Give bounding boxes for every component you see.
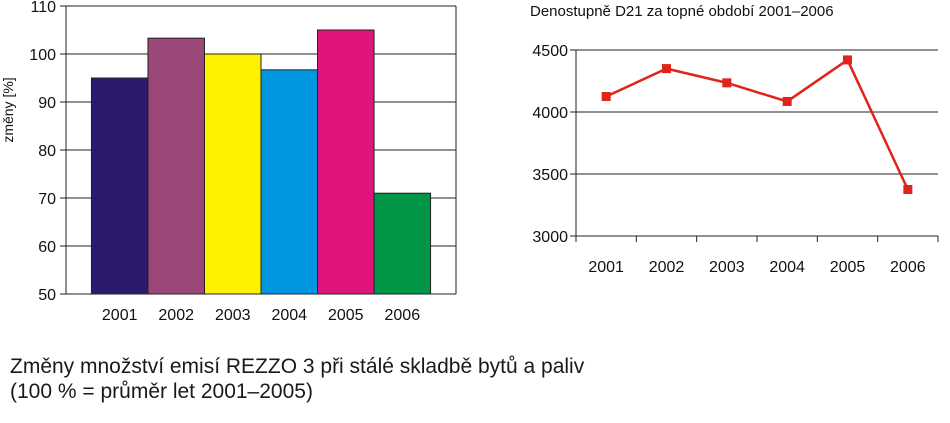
bar [317,29,375,295]
bar-chart-y-tick-label: 110 [30,0,56,16]
line-chart-axes [570,49,939,242]
line-chart-y-tick-label: 3500 [532,167,568,184]
line-chart-x-tick-label: 2006 [890,259,926,276]
data-point-marker [782,96,792,106]
bar-chart-y-tick-label: 80 [38,143,56,160]
data-point-marker [843,55,852,65]
line-chart-x-tick-label: 2001 [588,259,624,276]
line-chart-x-ticks: 2001 2002 2003 2004 2005 2006 [588,259,925,276]
line-chart-y-tick-label: 4000 [532,105,568,122]
bar-chart-x-tick-label: 2005 [328,307,364,324]
line-chart-y-ticks: 3000 3500 4000 4500 [532,43,568,246]
data-point-marker [722,78,732,88]
series-line [605,58,909,191]
data-point-marker [662,64,671,74]
line-chart-x-tick-label: 2005 [830,259,866,276]
bar [147,37,205,295]
bar-chart-y-tick-label: 100 [29,47,56,64]
bar [90,77,149,295]
bar-chart-x-ticks: 2001 2002 2003 2004 2005 2006 [102,307,420,324]
line-chart-series [601,55,913,194]
bar-chart-y-tick-label: 60 [38,239,56,256]
caption-line-2: (100 % = průměr let 2001–2005) [10,380,313,403]
line-chart-gridlines [576,49,938,175]
bar-chart-x-tick-label: 2004 [271,307,307,324]
line-chart-x-tick-label: 2002 [649,259,685,276]
bar-chart-x-tick-label: 2001 [102,307,138,324]
line-chart-x-tick-label: 2004 [769,259,805,276]
data-point-marker [601,92,611,101]
bar-chart-x-tick-label: 2006 [385,307,421,324]
line-chart-x-tick-label: 2003 [709,259,745,276]
line-chart-y-tick-label: 3000 [532,229,568,246]
bar-chart-bars [90,29,432,295]
figure-caption: Změny množství emisí REZZO 3 při stálé s… [10,354,584,404]
bar-chart-x-tick-label: 2002 [158,307,194,324]
bar [203,53,262,295]
bar [373,192,432,295]
bar-chart-x-tick-label: 2003 [215,307,251,324]
bar-chart-axes [60,5,457,295]
bar-chart-y-tick-label: 50 [38,287,56,304]
bar-chart-y-ticks: 50 60 70 80 90 100 110 [29,0,56,304]
bar-chart-y-tick-label: 70 [38,191,56,208]
bar [260,69,319,295]
bar-chart-y-tick-label: 90 [38,95,56,112]
caption-line-1: Změny množství emisí REZZO 3 při stálé s… [10,355,585,378]
degree-days-line-chart: Denostupně D21 za topné období 2001–2006… [530,3,939,276]
bar-chart-y-axis-label: změny [%] [0,77,16,142]
line-chart-y-tick-label: 4500 [532,43,568,60]
data-point-marker [903,185,913,194]
line-chart-title: Denostupně D21 za topné období 2001–2006 [530,3,834,20]
